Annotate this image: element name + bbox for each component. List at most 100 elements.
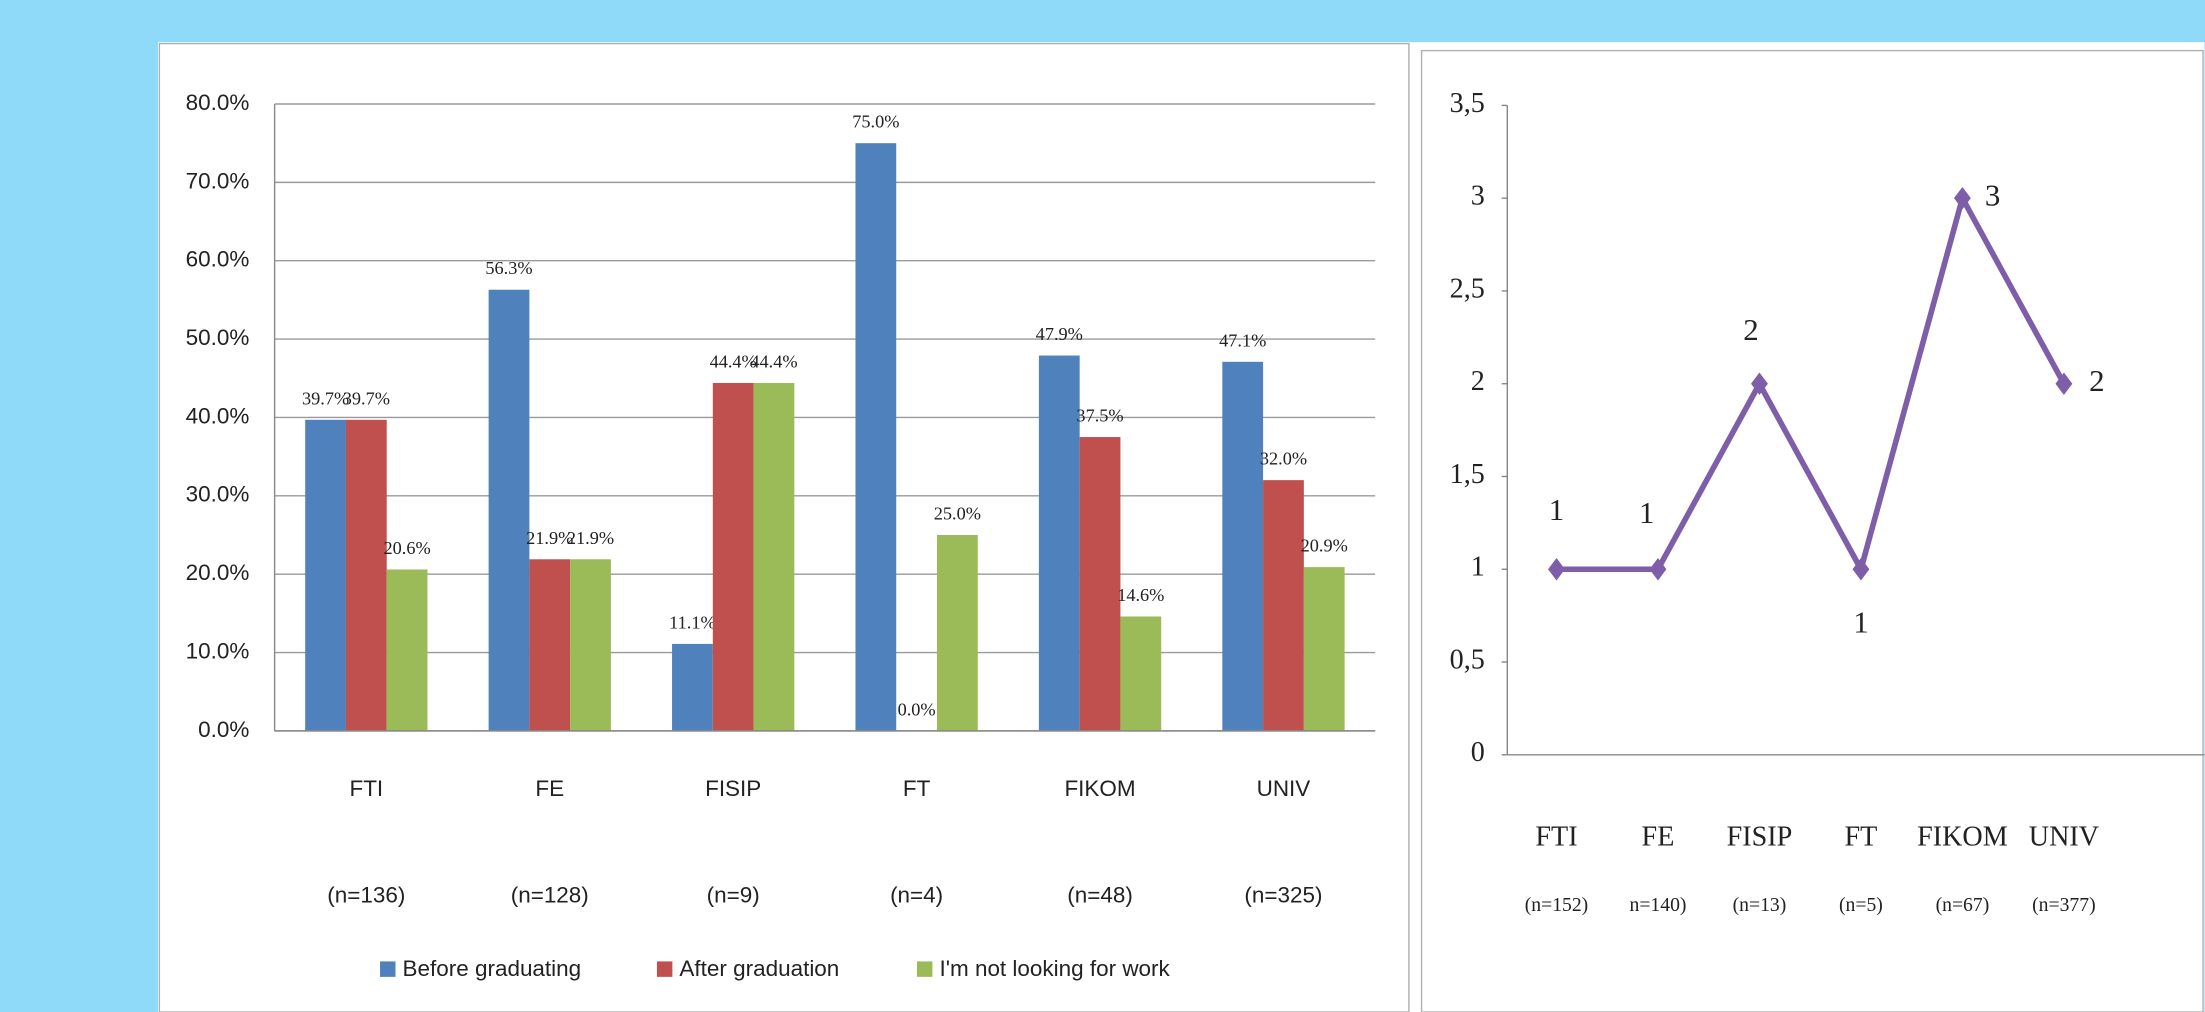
legend-label: After graduation bbox=[679, 956, 839, 981]
bar bbox=[386, 569, 428, 731]
x-tick-label: FISIP bbox=[705, 776, 761, 801]
data-label: 21.9% bbox=[526, 528, 573, 548]
bar bbox=[1038, 355, 1080, 731]
line-chart-frame bbox=[1420, 49, 2204, 1012]
bar bbox=[1303, 567, 1345, 731]
bar bbox=[753, 382, 795, 731]
sample-size-label: (n=67) bbox=[1936, 894, 1990, 916]
bar bbox=[1079, 437, 1121, 731]
y-tick-label: 0,5 bbox=[1450, 644, 1485, 675]
marker bbox=[1548, 558, 1565, 581]
bar bbox=[1120, 616, 1162, 731]
y-tick-label: 30.0% bbox=[186, 482, 250, 507]
bar-chart: 0.0% 10.0% 20.0% 30.0% 40.0% 50.0% 60.0% 70.0% 8… bbox=[186, 90, 1376, 981]
y-tick-label: 2 bbox=[1471, 366, 1485, 397]
y-tick-label: 0.0% bbox=[198, 717, 249, 742]
data-label: 1 bbox=[1853, 605, 1868, 640]
data-label: 20.6% bbox=[384, 538, 431, 558]
marker bbox=[1649, 558, 1667, 581]
x-tick-label: FE bbox=[535, 776, 564, 801]
marker bbox=[1751, 372, 1768, 395]
data-label: 1 bbox=[1549, 492, 1564, 527]
bar bbox=[570, 559, 611, 731]
legend-swatch bbox=[380, 961, 396, 977]
bar bbox=[672, 643, 713, 731]
sample-size-label: (n=152) bbox=[1525, 894, 1589, 916]
bar-chart-frame bbox=[158, 42, 1410, 1012]
bar bbox=[305, 419, 346, 731]
y-tick-label: 80.0% bbox=[186, 90, 250, 115]
data-label: 21.9% bbox=[567, 528, 614, 548]
bar bbox=[488, 289, 530, 731]
sample-size-label: (n=48) bbox=[1067, 883, 1133, 908]
data-label: 2 bbox=[2089, 363, 2104, 398]
sample-size-label: (n=128) bbox=[511, 883, 589, 908]
bar bbox=[855, 143, 897, 731]
data-label: 37.5% bbox=[1076, 406, 1123, 426]
line bbox=[1556, 190, 2067, 577]
data-label: 44.4% bbox=[750, 351, 797, 371]
y-tick-label: 20.0% bbox=[186, 560, 250, 585]
marker bbox=[2055, 372, 2073, 395]
line-chart: 0 0,5 1 1,5 2 2,5 3 3,5 FTI (n=152) 1 FE n=140) 1 FISI… bbox=[1450, 88, 2205, 916]
data-label: 75.0% bbox=[852, 112, 899, 132]
bar bbox=[345, 419, 387, 731]
data-label: 56.3% bbox=[485, 258, 532, 278]
x-tick-label: FT bbox=[903, 776, 931, 801]
y-tick-label: 60.0% bbox=[186, 247, 250, 272]
legend-swatch bbox=[656, 961, 673, 977]
data-label: 39.7% bbox=[302, 388, 349, 408]
y-tick-label: 10.0% bbox=[186, 638, 250, 663]
x-tick-label: FE bbox=[1642, 822, 1675, 853]
bar bbox=[1222, 361, 1264, 731]
data-label: 2 bbox=[1743, 312, 1758, 347]
data-label: 44.4% bbox=[710, 351, 757, 371]
data-label: 32.0% bbox=[1260, 449, 1307, 469]
data-label: 1 bbox=[1639, 495, 1654, 530]
y-tick-label: 1,5 bbox=[1450, 459, 1485, 490]
x-tick-label: UNIV bbox=[1257, 776, 1311, 801]
y-tick-label: 50.0% bbox=[186, 325, 250, 350]
sample-size-label: (n=136) bbox=[327, 883, 405, 908]
data-label: 39.7% bbox=[343, 388, 390, 408]
data-label: 20.9% bbox=[1301, 536, 1348, 556]
bar bbox=[936, 534, 978, 731]
data-label: 25.0% bbox=[934, 503, 981, 523]
bar bbox=[712, 382, 754, 731]
bar bbox=[1263, 480, 1304, 731]
marker bbox=[1953, 186, 1971, 210]
x-tick-label: FT bbox=[1845, 822, 1878, 853]
marker bbox=[1852, 558, 1870, 581]
data-label: 47.9% bbox=[1036, 324, 1083, 344]
sample-size-label: (n=9) bbox=[707, 883, 760, 908]
x-tick-label: FTI bbox=[1535, 822, 1577, 853]
y-tick-label: 2,5 bbox=[1450, 273, 1485, 304]
sample-size-label: (n=4) bbox=[890, 883, 943, 908]
x-tick-label: FTI bbox=[349, 776, 383, 801]
y-tick-label: 3,5 bbox=[1450, 88, 1485, 119]
panel-background bbox=[157, 42, 2205, 1012]
data-label: 14.6% bbox=[1117, 585, 1164, 605]
x-tick-label: UNIV bbox=[2029, 822, 2099, 853]
data-label: 0.0% bbox=[898, 699, 936, 719]
sample-size-label: (n=5) bbox=[1839, 894, 1883, 916]
legend-label: Before graduating bbox=[403, 956, 582, 981]
sample-size-label: n=140) bbox=[1629, 894, 1686, 916]
y-tick-label: 1 bbox=[1471, 552, 1485, 583]
x-tick-label: FIKOM bbox=[1064, 776, 1135, 801]
legend-swatch bbox=[916, 961, 933, 977]
bar bbox=[529, 559, 571, 731]
y-tick-label: 0 bbox=[1471, 737, 1485, 768]
data-label: 11.1% bbox=[669, 612, 716, 632]
sample-size-label: (n=13) bbox=[1733, 894, 1787, 916]
sample-size-label: (n=377) bbox=[2032, 894, 2096, 916]
legend-label: I'm not looking for work bbox=[939, 956, 1170, 981]
y-tick-label: 3 bbox=[1471, 181, 1485, 212]
y-tick-label: 40.0% bbox=[186, 403, 250, 428]
data-label: 3 bbox=[1985, 177, 2000, 212]
sample-size-label: (n=325) bbox=[1244, 883, 1322, 908]
x-tick-label: FISIP bbox=[1727, 822, 1793, 853]
data-label: 47.1% bbox=[1219, 330, 1266, 350]
